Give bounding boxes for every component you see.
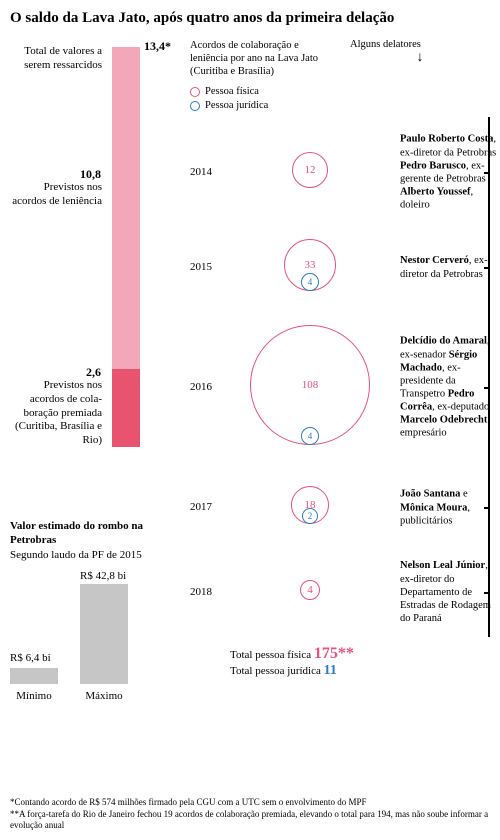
informants-text: Delcídio do Amaral, ex-senador Sérgio Ma… (400, 335, 500, 440)
footnote-2: **A força-tarefa do Rio de Janeiro fecho… (10, 809, 490, 832)
bubble-pj: 2 (302, 508, 318, 524)
rombo-subtitle: Segundo laudo da PF de 2015 (10, 548, 175, 562)
stack-total-value: 13,4* (144, 39, 171, 54)
right-header-right: Alguns delatores ↓ (330, 39, 490, 78)
bubbles: 182 (235, 486, 385, 528)
bubbles: 1084 (235, 325, 385, 449)
bubbles: 334 (235, 239, 385, 295)
legend-pf: Pessoa física (190, 86, 490, 97)
rombo-min-bar (10, 668, 58, 684)
rombo-title: Valor estimado do rombo na Petrobras (10, 519, 175, 548)
page-title: O saldo da Lava Jato, após quatro anos d… (10, 10, 490, 27)
stack-seg1-label: Previstos nos acordos de leniência (10, 181, 102, 209)
year-row: 2017182João Santana e Mônica Moura, publ… (190, 467, 490, 547)
bubble-pj: 4 (301, 427, 319, 445)
bubbles: 12 (235, 152, 385, 192)
total-pj-row: Total pessoa jurídica 11 (230, 663, 490, 679)
rombo-min-value: R$ 6,4 bi (10, 652, 51, 664)
year-label: 2014 (190, 166, 212, 178)
total-pf-row: Total pessoa física 175** (230, 645, 490, 663)
informants-label: Alguns delatores (350, 39, 421, 50)
rombo-max-bar (80, 584, 128, 684)
year-row: 20184Nelson Leal Júnior, ex-diretor do D… (190, 547, 490, 637)
rombo-min-label: Mínimo (10, 690, 58, 702)
stack-total-label: Total de valores a serem ressarcidos (10, 45, 102, 73)
footnotes: *Contando acordo de R$ 574 milhões firma… (10, 797, 490, 832)
legend-pj-circle-icon (190, 101, 200, 111)
informants-text: Nestor Cerveró, ex-diretor da Petrobras (400, 254, 500, 280)
legend-pf-label: Pessoa física (205, 86, 259, 97)
right-header: Acordos de colaboração e leniência por a… (190, 39, 490, 78)
legend-pj-label: Pessoa jurídica (205, 100, 268, 111)
stack-seg-leniencia (112, 47, 140, 369)
bubble-pj: 4 (301, 273, 319, 291)
right-column: Acordos de colaboração e leniência por a… (190, 39, 490, 702)
stacked-bar (112, 47, 140, 447)
year-label: 2017 (190, 501, 212, 513)
rombo-max-value: R$ 42,8 bi (80, 570, 126, 582)
total-pj-value: 11 (324, 663, 337, 678)
rombo-bars: R$ 6,4 bi Mínimo R$ 42,8 bi Máximo (10, 572, 175, 702)
total-pf-value: 175** (314, 645, 354, 662)
year-label: 2018 (190, 586, 212, 598)
left-column: Total de valores a serem ressarcidos 13,… (10, 39, 175, 702)
stack-seg2-value: 2,6 (86, 365, 101, 380)
year-row: 2015334Nestor Cerveró, ex-diretor da Pet… (190, 227, 490, 307)
rombo-max-label: Máximo (80, 690, 128, 702)
year-row: 20161084Delcídio do Amaral, ex-senador S… (190, 307, 490, 467)
legend: Pessoa física Pessoa jurídica (190, 86, 490, 111)
informants-text: Paulo Roberto Costa, ex-diretor da Petro… (400, 133, 500, 212)
stack-seg1-value: 10,8 (80, 167, 101, 182)
right-header-left: Acordos de colaboração e leniência por a… (190, 39, 320, 78)
stack-seg-colaboracao (112, 369, 140, 447)
totals: Total pessoa física 175** Total pessoa j… (230, 645, 490, 679)
informants-text: João Santana e Mônica Moura, publicitári… (400, 488, 500, 527)
year-row: 201412Paulo Roberto Costa, ex-diretor da… (190, 117, 490, 227)
stacked-bar-area: Total de valores a serem ressarcidos 13,… (10, 39, 175, 499)
legend-pj: Pessoa jurídica (190, 100, 490, 111)
rombo-chart: Valor estimado do rombo na Petrobras Seg… (10, 519, 175, 702)
footnote-1: *Contando acordo de R$ 574 milhões firma… (10, 797, 490, 809)
total-pj-label: Total pessoa jurídica (230, 665, 321, 677)
legend-pf-circle-icon (190, 87, 200, 97)
year-label: 2016 (190, 381, 212, 393)
year-label: 2015 (190, 261, 212, 273)
main-layout: Total de valores a serem ressarcidos 13,… (10, 39, 490, 702)
bubble-pf: 12 (292, 152, 328, 188)
informants-text: Nelson Leal Júnior, ex-diretor do Depart… (400, 560, 500, 626)
arrow-down-icon: ↓ (350, 50, 490, 66)
stack-seg2-label: Previstos nos acordos de cola- boração p… (10, 379, 102, 448)
total-pf-label: Total pessoa física (230, 649, 311, 661)
bubbles: 4 (235, 580, 385, 604)
bubble-pf: 4 (300, 580, 320, 600)
years-container: 201412Paulo Roberto Costa, ex-diretor da… (190, 117, 490, 637)
